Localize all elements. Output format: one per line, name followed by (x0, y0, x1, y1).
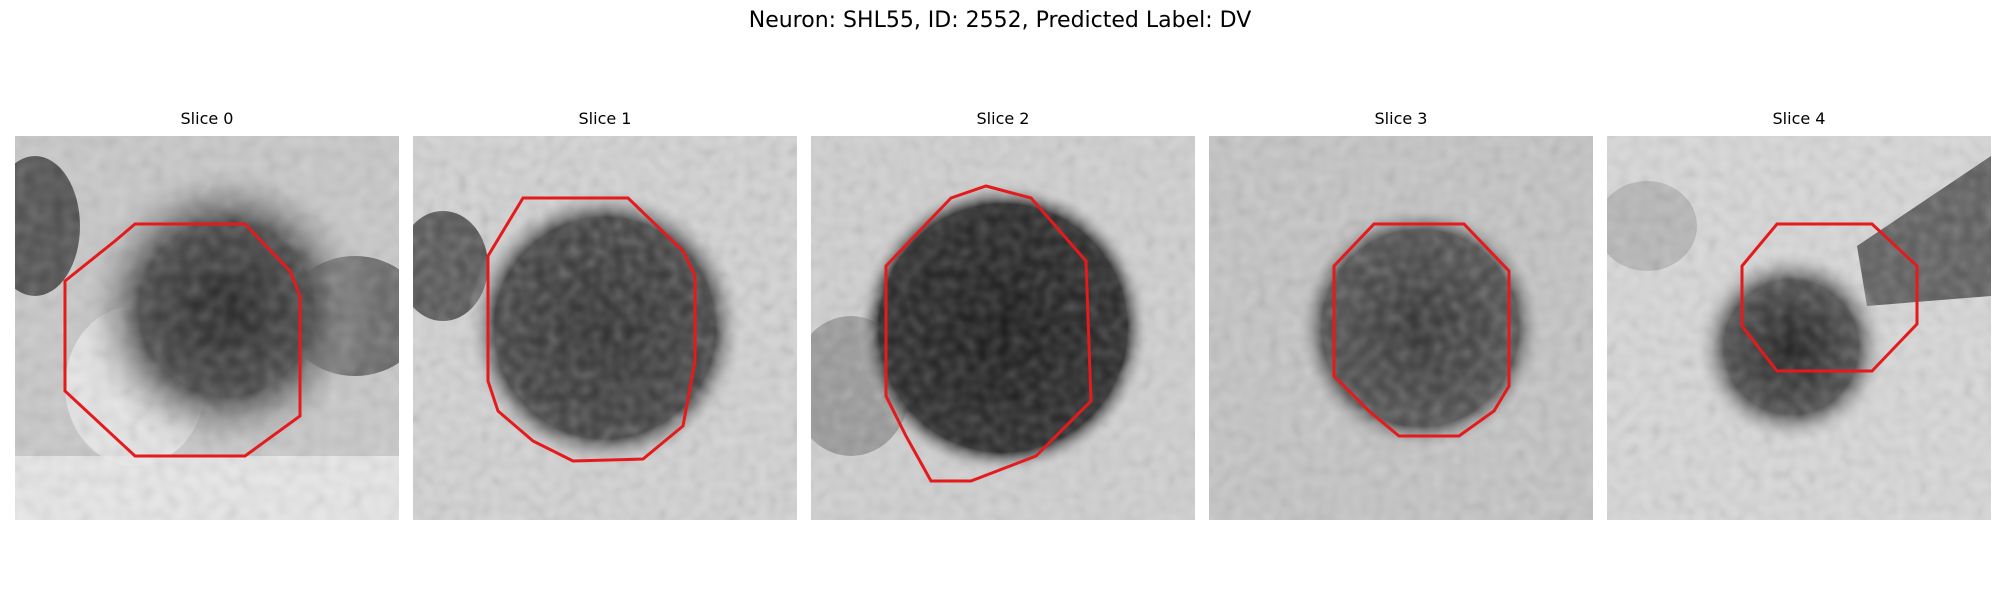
slice-1-image (413, 136, 797, 520)
slice-4-panel: Slice 4 (1607, 108, 1991, 520)
slice-3-image (1209, 136, 1593, 520)
slice-1-title: Slice 1 (578, 109, 632, 128)
slice-0-title: Slice 0 (180, 109, 234, 128)
slice-0-outline (63, 222, 302, 458)
slice-4-image (1607, 136, 1991, 520)
slice-0-panel: Slice 0 (15, 108, 399, 520)
slice-3-panel: Slice 3 (1209, 108, 1593, 520)
slice-2-title: Slice 2 (976, 109, 1030, 128)
slice-2-panel: Slice 2 (811, 108, 1195, 520)
slice-1-panel: Slice 1 (413, 108, 797, 520)
slice-4-title: Slice 4 (1772, 109, 1826, 128)
slice-3-outline (1332, 222, 1511, 438)
slice-1-outline (486, 196, 697, 463)
slice-4-outline (1740, 222, 1919, 373)
slice-2-image (811, 136, 1195, 520)
slice-3-title: Slice 3 (1374, 109, 1428, 128)
slice-2-outline (884, 184, 1093, 483)
figure-title: Neuron: SHL55, ID: 2552, Predicted Label… (748, 8, 1252, 33)
slice-0-image (15, 136, 399, 520)
